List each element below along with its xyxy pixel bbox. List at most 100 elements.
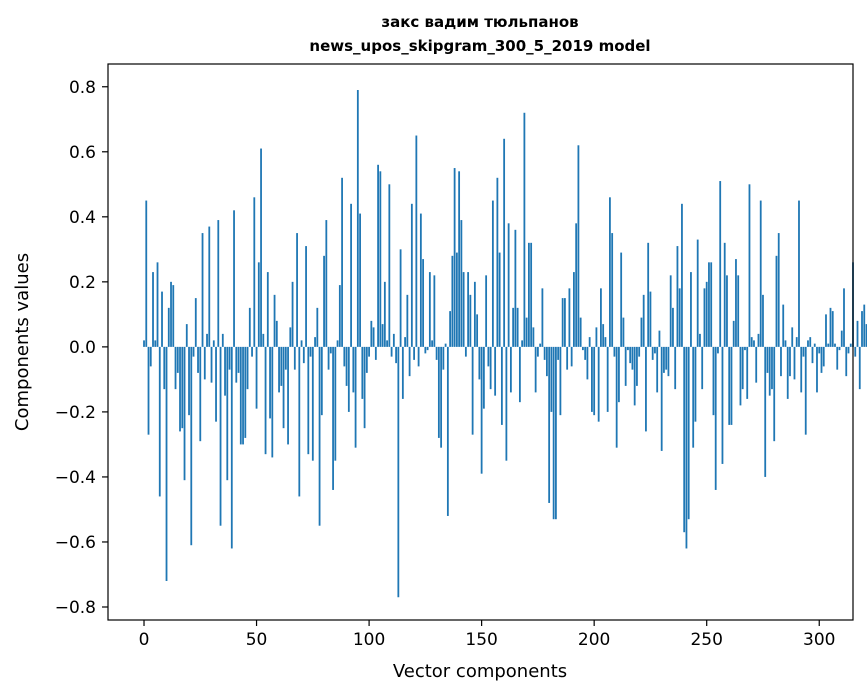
bar bbox=[311, 346, 314, 461]
bar bbox=[302, 346, 305, 364]
bar bbox=[361, 346, 364, 399]
bar bbox=[611, 233, 614, 347]
bar bbox=[555, 346, 557, 520]
bar bbox=[327, 346, 330, 370]
bar bbox=[163, 346, 166, 390]
bar bbox=[388, 184, 391, 347]
bar bbox=[251, 346, 253, 357]
bar bbox=[622, 317, 625, 347]
bar bbox=[239, 346, 242, 445]
bar bbox=[712, 346, 715, 416]
bar bbox=[636, 346, 638, 386]
bar bbox=[735, 259, 737, 347]
bar bbox=[293, 346, 296, 370]
bar bbox=[494, 346, 497, 396]
bar bbox=[179, 346, 181, 432]
bar bbox=[145, 200, 148, 347]
bar bbox=[532, 327, 535, 347]
bar bbox=[798, 200, 800, 347]
bar bbox=[744, 346, 746, 351]
bar bbox=[347, 346, 350, 412]
bar bbox=[825, 314, 827, 347]
bar bbox=[656, 346, 659, 393]
bar bbox=[154, 340, 157, 347]
bar bbox=[753, 340, 755, 347]
bar bbox=[284, 346, 287, 370]
bar bbox=[525, 317, 528, 347]
bar bbox=[300, 340, 303, 347]
bar bbox=[552, 346, 555, 520]
bar bbox=[660, 346, 663, 451]
bar bbox=[314, 337, 316, 347]
y-axis-label: Components values bbox=[12, 253, 33, 431]
bar bbox=[699, 333, 701, 347]
bar bbox=[696, 239, 699, 347]
bar bbox=[167, 307, 170, 347]
bar bbox=[305, 246, 307, 347]
bar bbox=[390, 346, 393, 357]
bar bbox=[726, 275, 728, 347]
bar bbox=[750, 337, 753, 347]
bar bbox=[786, 346, 789, 399]
bar bbox=[721, 346, 724, 464]
bar bbox=[582, 346, 584, 351]
bar bbox=[419, 213, 422, 347]
bar bbox=[856, 320, 859, 347]
bar bbox=[667, 346, 670, 377]
bar bbox=[759, 200, 762, 347]
bar bbox=[210, 346, 213, 383]
bar bbox=[773, 346, 776, 442]
bar bbox=[681, 203, 683, 347]
bar bbox=[620, 252, 623, 347]
bar bbox=[401, 346, 404, 399]
bar bbox=[345, 346, 348, 386]
bar bbox=[687, 346, 690, 520]
bar bbox=[174, 346, 177, 390]
x-tick-label: 300 bbox=[803, 630, 835, 650]
bar bbox=[575, 223, 578, 347]
bar bbox=[244, 346, 247, 438]
bar bbox=[435, 346, 438, 360]
chart-title-line-1: закс вадим тюльпанов bbox=[381, 13, 578, 31]
bar bbox=[183, 346, 186, 481]
bar bbox=[152, 272, 154, 347]
bar bbox=[228, 346, 231, 370]
bar bbox=[433, 275, 436, 347]
bar bbox=[566, 346, 569, 370]
bar bbox=[221, 333, 224, 347]
bar bbox=[296, 233, 298, 347]
bar bbox=[307, 346, 310, 455]
bar bbox=[557, 346, 560, 360]
bar bbox=[496, 177, 499, 347]
bar bbox=[404, 337, 406, 347]
bar bbox=[530, 242, 533, 347]
bar bbox=[548, 346, 551, 503]
bar bbox=[647, 242, 650, 347]
bar bbox=[685, 346, 688, 549]
bar bbox=[559, 346, 562, 416]
bar bbox=[739, 346, 742, 406]
bar bbox=[444, 343, 447, 347]
bar bbox=[248, 307, 251, 347]
bar bbox=[809, 337, 812, 347]
bar bbox=[591, 346, 593, 412]
bar bbox=[714, 346, 717, 490]
bar bbox=[505, 346, 508, 461]
bar bbox=[784, 340, 787, 347]
bar bbox=[377, 164, 379, 347]
bar bbox=[203, 346, 206, 380]
bar bbox=[863, 304, 866, 347]
bar bbox=[446, 346, 449, 516]
bar bbox=[190, 346, 193, 546]
bar bbox=[588, 337, 591, 347]
bar bbox=[570, 346, 573, 367]
bar bbox=[383, 281, 386, 347]
bar bbox=[350, 203, 352, 347]
bar bbox=[406, 294, 409, 347]
bar bbox=[586, 346, 589, 380]
bar bbox=[352, 346, 355, 393]
bar bbox=[237, 346, 240, 373]
bar bbox=[215, 346, 217, 422]
bar bbox=[410, 203, 413, 347]
bar bbox=[523, 112, 526, 347]
